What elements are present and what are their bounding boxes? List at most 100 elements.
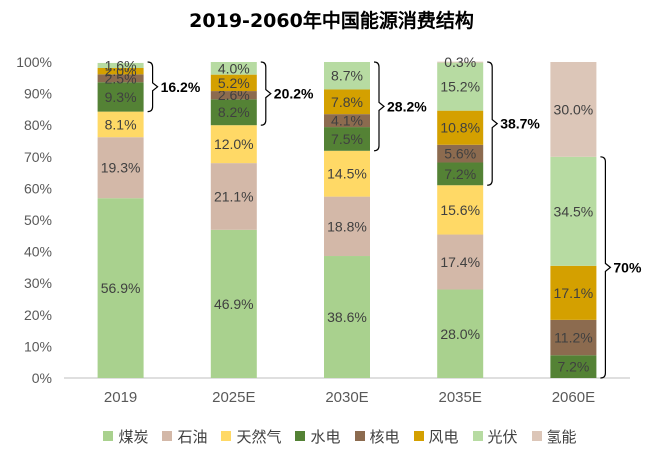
- bar-segment: [97, 68, 144, 75]
- bar-segment: [97, 82, 144, 112]
- legend-label: 风电: [428, 427, 459, 446]
- data-label: 7.8%: [331, 94, 363, 110]
- data-label: 46.9%: [214, 296, 254, 312]
- bar-segment: [437, 289, 484, 378]
- legend-item: 水电: [295, 426, 341, 447]
- bracket-label: 70%: [613, 259, 642, 275]
- bar-segment: [210, 229, 257, 378]
- data-label: 8.2%: [218, 104, 250, 120]
- bar-segment: [210, 163, 257, 230]
- bar-segment: [324, 114, 370, 128]
- legend-swatch: [221, 431, 232, 441]
- bar-segment: [437, 62, 484, 111]
- data-label: 7.2%: [444, 166, 476, 182]
- y-tick-label: 30%: [24, 275, 52, 291]
- legend-item: 天然气: [221, 426, 281, 447]
- bar-segment: [97, 137, 144, 199]
- data-label: 11.2%: [554, 330, 593, 346]
- bar-segment: [437, 234, 484, 290]
- data-label: 4.0%: [218, 60, 250, 76]
- bar-segment: [437, 144, 484, 163]
- legend-item: 石油: [162, 426, 207, 447]
- data-label: 5.6%: [444, 146, 476, 162]
- bar-segment: [97, 111, 144, 138]
- legend-swatch: [531, 431, 542, 441]
- data-label: 4.1%: [331, 113, 363, 129]
- data-label: 21.1%: [214, 188, 254, 204]
- y-tick-label: 40%: [24, 244, 52, 260]
- bracket: [260, 61, 272, 126]
- legend-item: 核电: [354, 426, 400, 447]
- bracket-label: 28.2%: [387, 98, 427, 114]
- y-tick-label: 20%: [24, 307, 52, 323]
- data-label: 19.3%: [101, 160, 141, 176]
- bar-segment: [437, 162, 484, 186]
- legend-swatch: [413, 431, 424, 441]
- legend-item: 氢能: [531, 426, 577, 447]
- bar-segment: [324, 127, 370, 151]
- bar-segment: [324, 150, 370, 197]
- x-tick-label: 2035E: [439, 389, 482, 406]
- legend-label: 煤炭: [118, 427, 149, 446]
- data-label: 12.0%: [214, 136, 254, 152]
- bracket-label: 16.2%: [161, 79, 201, 95]
- bar-segment: [210, 91, 257, 100]
- bar-segment: [550, 156, 597, 266]
- legend-label: 核电: [369, 427, 400, 446]
- legend-item: 煤炭: [103, 426, 148, 447]
- legend: 煤炭 石油 天然气 水电 核电 风电 光伏 氢能: [60, 424, 620, 448]
- x-tick-label: 2019: [104, 389, 137, 406]
- data-label: 15.2%: [440, 79, 480, 95]
- bar-segment: [324, 256, 370, 378]
- legend-label: 天然气: [236, 427, 282, 446]
- bar-segment: [324, 196, 370, 257]
- bar-segment: [437, 110, 484, 145]
- bracket-label: 38.7%: [500, 116, 540, 132]
- bar-segment: [324, 62, 370, 90]
- data-label: 28.0%: [440, 326, 480, 342]
- bar-segment: [550, 265, 597, 320]
- data-label: 15.6%: [440, 202, 480, 218]
- legend-swatch: [354, 431, 365, 441]
- bar-segment: [97, 74, 144, 83]
- legend-swatch: [162, 431, 173, 441]
- bracket: [600, 156, 612, 379]
- bracket-label: 20.2%: [274, 86, 314, 102]
- y-tick-label: 90%: [24, 86, 52, 102]
- x-tick-label: 2025E: [212, 389, 255, 406]
- data-label: 38.6%: [327, 309, 367, 325]
- bar-segment: [210, 125, 257, 164]
- x-tick-label: 2030E: [325, 389, 368, 406]
- data-label: 1.6%: [105, 57, 137, 73]
- bar-segment: [550, 319, 597, 356]
- legend-swatch: [103, 431, 114, 441]
- bar-segment: [210, 74, 257, 92]
- data-label: 14.5%: [327, 166, 367, 182]
- y-tick-label: 80%: [24, 117, 52, 133]
- data-label: 18.8%: [327, 218, 367, 234]
- data-label: 7.2%: [557, 359, 589, 375]
- bar-segment: [97, 198, 144, 378]
- y-tick-label: 70%: [24, 149, 52, 165]
- data-label: 10.8%: [440, 120, 480, 136]
- y-tick-label: 0%: [32, 370, 52, 386]
- bar-segment: [324, 89, 370, 115]
- legend-label: 光伏: [487, 427, 518, 446]
- data-label: 8.7%: [331, 68, 363, 84]
- y-tick-label: 10%: [24, 338, 52, 354]
- data-label: 9.3%: [105, 89, 137, 105]
- bar-segment: [550, 62, 597, 157]
- data-label: 2.6%: [218, 87, 250, 103]
- data-label: 56.9%: [101, 280, 141, 296]
- bar-segment: [97, 62, 144, 69]
- bar-segment: [210, 62, 257, 75]
- data-label: 5.2%: [218, 75, 250, 91]
- bracket: [373, 61, 385, 152]
- y-tick-label: 60%: [24, 180, 52, 196]
- y-tick-label: 50%: [24, 212, 52, 228]
- bar-segment: [437, 185, 484, 235]
- x-tick-label: 2060E: [552, 389, 595, 406]
- legend-swatch: [472, 431, 483, 441]
- bar-segment: [437, 61, 484, 63]
- bracket: [147, 61, 159, 113]
